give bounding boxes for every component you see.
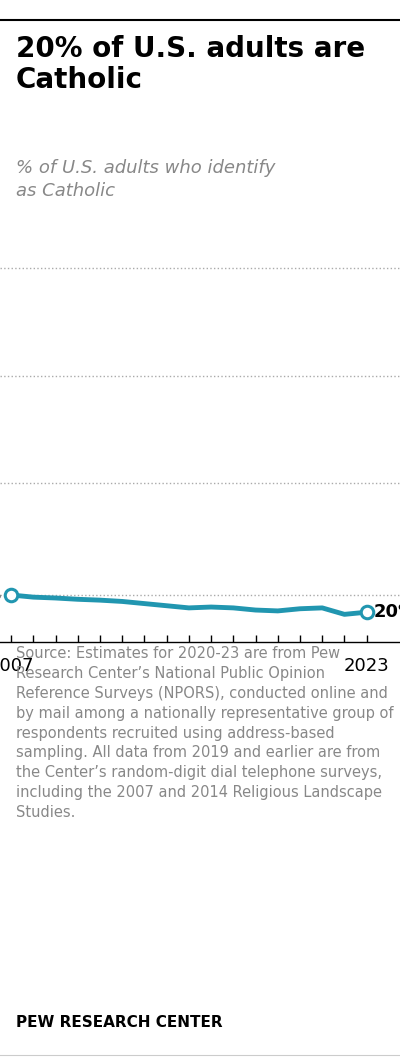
Text: Source: Estimates for 2020-23 are from Pew Research Center’s National Public Opi: Source: Estimates for 2020-23 are from P… bbox=[16, 647, 394, 819]
Text: % of U.S. adults who identify
as Catholic: % of U.S. adults who identify as Catholi… bbox=[16, 159, 275, 199]
Text: 20%: 20% bbox=[373, 603, 400, 621]
Text: 20% of U.S. adults are
Catholic: 20% of U.S. adults are Catholic bbox=[16, 35, 365, 94]
Text: 24%: 24% bbox=[0, 586, 2, 604]
Text: 2023: 2023 bbox=[344, 657, 390, 675]
Text: 2007: 2007 bbox=[0, 657, 34, 675]
Text: PEW RESEARCH CENTER: PEW RESEARCH CENTER bbox=[16, 1015, 223, 1030]
